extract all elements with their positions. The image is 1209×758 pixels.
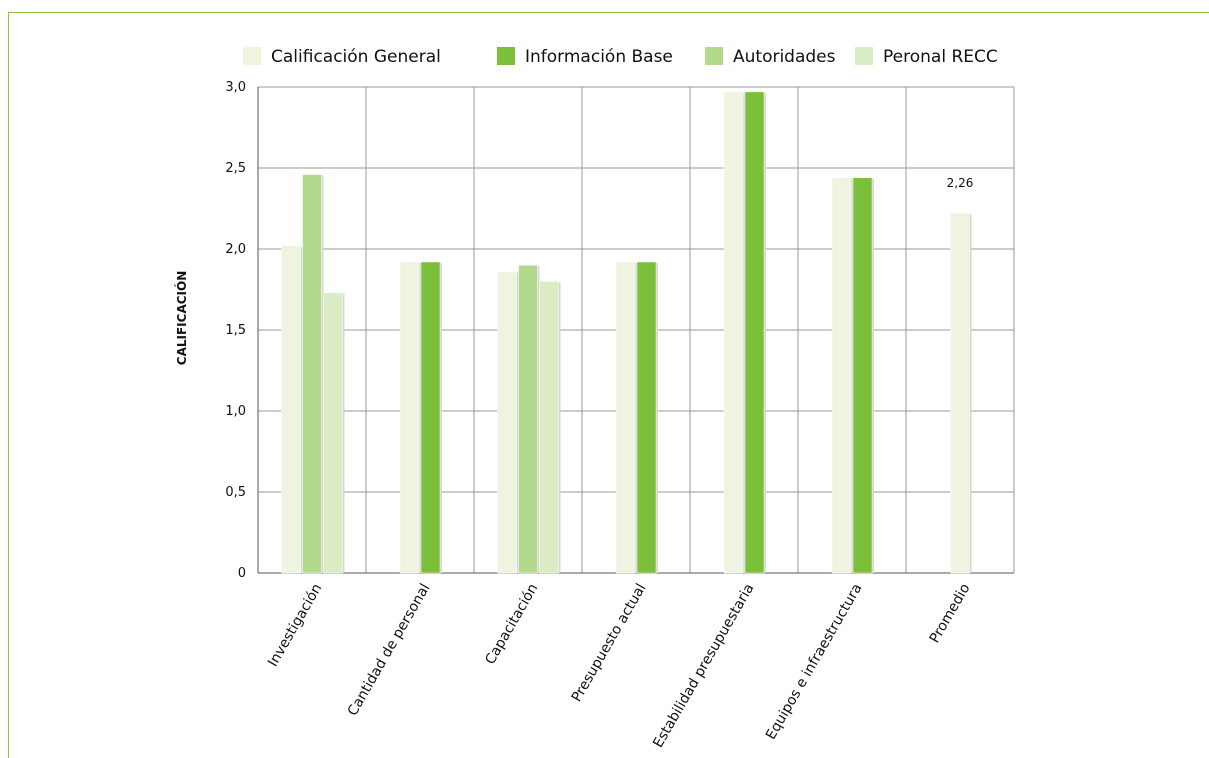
- bar-informaci-n-base: [852, 177, 873, 574]
- legend-label: Autoridades: [733, 47, 836, 67]
- legend-swatch: [855, 47, 873, 65]
- y-tick-label: 3,0: [225, 80, 246, 95]
- x-axis: Investigación Cantidad de personal Capacit…: [265, 581, 973, 751]
- chart-frame: [8, 12, 1209, 758]
- bar-calificaci-n-general: [497, 271, 517, 574]
- bar-informaci-n-base: [420, 261, 441, 574]
- y-tick-label: 2,5: [225, 161, 246, 176]
- legend-label: Peronal RECC: [883, 47, 998, 67]
- x-tick-label: Capacitación: [482, 581, 541, 667]
- legend-swatch: [705, 47, 723, 65]
- legend-swatch: [497, 47, 515, 65]
- bar-informaci-n-base: [744, 91, 765, 574]
- y-tick-label: 1,0: [225, 404, 246, 419]
- bar-informaci-n-base: [636, 261, 657, 574]
- bar-calificaci-n-general: [615, 261, 636, 574]
- x-tick-label: Equipos e infraestructura: [763, 581, 865, 742]
- bar-calificaci-n-general: [831, 177, 852, 574]
- bar-calificaci-n-general: [950, 213, 970, 574]
- y-tick-label: 2,0: [225, 242, 246, 257]
- bar-peronal-recc: [539, 281, 559, 574]
- legend-label: Calificación General: [271, 47, 441, 67]
- x-tick-label: Promedio: [927, 581, 974, 646]
- x-tick-label: Investigación: [265, 581, 325, 670]
- bar-calificaci-n-general: [723, 91, 744, 574]
- y-axis: 0 0,5 1,0 1,5 2,0 2,5 3,0: [225, 80, 246, 581]
- bar-peronal-recc: [323, 292, 343, 574]
- bar-calificaci-n-general: [281, 245, 301, 574]
- y-tick-label: 0,5: [225, 485, 246, 500]
- bar-autoridades: [518, 264, 538, 574]
- bar-calificaci-n-general: [399, 261, 420, 574]
- legend-label: Información Base: [525, 47, 673, 67]
- annotations: 2,26: [947, 176, 974, 190]
- x-tick-label: Estabilidad presupuestaria: [650, 581, 757, 751]
- bar-autoridades: [302, 174, 322, 574]
- y-tick-label: 1,5: [225, 323, 246, 338]
- data-label: 2,26: [947, 176, 974, 190]
- y-tick-label: 0: [238, 566, 246, 581]
- chart-bars: [281, 91, 972, 574]
- y-axis-label: CALIFICACIÓN: [174, 271, 189, 365]
- x-tick-label: Presupuesto actual: [569, 581, 650, 705]
- legend-swatch: [243, 47, 261, 65]
- legend: Calificación General Información Base Auto…: [243, 47, 998, 67]
- chart-grid: [257, 86, 1015, 574]
- x-tick-label: Cantidad de personal: [345, 581, 434, 719]
